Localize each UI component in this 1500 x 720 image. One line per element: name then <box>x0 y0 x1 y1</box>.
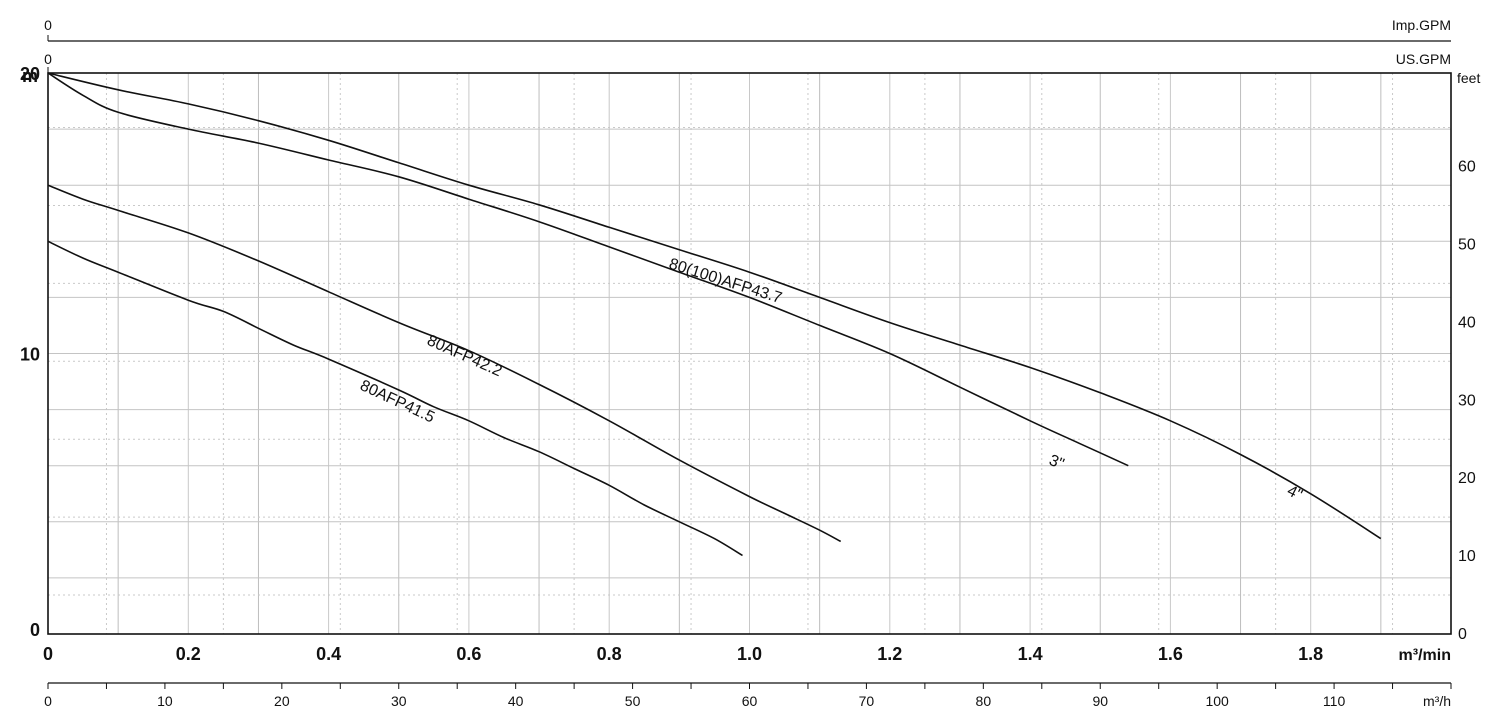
m3h-tick-label: 70 <box>859 693 875 709</box>
series-line-3-inch <box>47 72 1129 467</box>
m3h-tick-label: 30 <box>391 693 407 709</box>
y-axis-label: m <box>22 66 38 86</box>
y2-tick-label: 60 <box>1458 159 1476 176</box>
m3h-tick-label: 100 <box>1205 693 1229 709</box>
m3h-tick-label: 80 <box>976 693 992 709</box>
y-tick-label: 10 <box>20 345 40 365</box>
m3h-tick-label: 20 <box>274 693 290 709</box>
series-line-80afp41-5 <box>47 240 743 557</box>
m3h-tick-label: 40 <box>508 693 524 709</box>
x-tick-label: 1.2 <box>877 644 902 664</box>
x-tick-label: 1.6 <box>1158 644 1183 664</box>
series-lines <box>47 72 1382 557</box>
x-tick-label: 1.8 <box>1298 644 1323 664</box>
x-tick-label: 0.2 <box>176 644 201 664</box>
y2-tick-label: 0 <box>1458 626 1467 643</box>
series-line-80-100-afp43-7 <box>47 72 1382 540</box>
m3h-tick-label: 90 <box>1092 693 1108 709</box>
x-tick-label: 0.6 <box>456 644 481 664</box>
grid <box>48 73 1451 634</box>
plot-frame <box>47 72 1452 635</box>
label-80afp41-5: 80AFP41.5 <box>357 377 437 426</box>
y2-axis-label: feet <box>1457 70 1480 86</box>
label-80-100-afp43-7: 80(100)AFP43.7 <box>667 256 784 308</box>
axes: 0100200300400Imp.GPM0100200300400US.GPM0… <box>20 17 1480 709</box>
label-80afp42-2: 80AFP42.2 <box>424 332 504 380</box>
y-tick-label: 0 <box>30 620 40 640</box>
y-tick-label: 20 <box>20 64 40 84</box>
imp-gpm-axis-label: Imp.GPM <box>1392 17 1451 33</box>
x-axis-label: m³/min <box>1399 647 1451 664</box>
x-tick-label: 0 <box>43 644 53 664</box>
m3h-tick-label: 110 <box>1323 693 1346 709</box>
y2-tick-label: 40 <box>1458 314 1476 331</box>
y2-tick-label: 20 <box>1458 470 1476 487</box>
us-gpm-axis-label: US.GPM <box>1396 51 1451 67</box>
x-tick-label: 1.0 <box>737 644 762 664</box>
y2-tick-label: 50 <box>1458 236 1476 253</box>
m3h-tick-label: 60 <box>742 693 758 709</box>
y2-tick-label: 10 <box>1458 548 1476 565</box>
m3h-tick-label: 0 <box>44 693 52 709</box>
imp-gpm-tick-label: 0 <box>44 17 52 33</box>
y2-tick-label: 30 <box>1458 392 1476 409</box>
x-tick-label: 1.4 <box>1018 644 1043 664</box>
x-tick-label: 0.8 <box>597 644 622 664</box>
m3h-tick-label: 10 <box>157 693 173 709</box>
x-tick-label: 0.4 <box>316 644 341 664</box>
label-3-inch: 3" <box>1047 452 1067 473</box>
label-4-inch: 4" <box>1284 482 1305 504</box>
m3h-axis-label: m³/h <box>1423 693 1451 709</box>
m3h-tick-label: 50 <box>625 693 641 709</box>
series-line-80afp42-2 <box>47 184 842 543</box>
us-gpm-tick-label: 0 <box>44 51 52 67</box>
